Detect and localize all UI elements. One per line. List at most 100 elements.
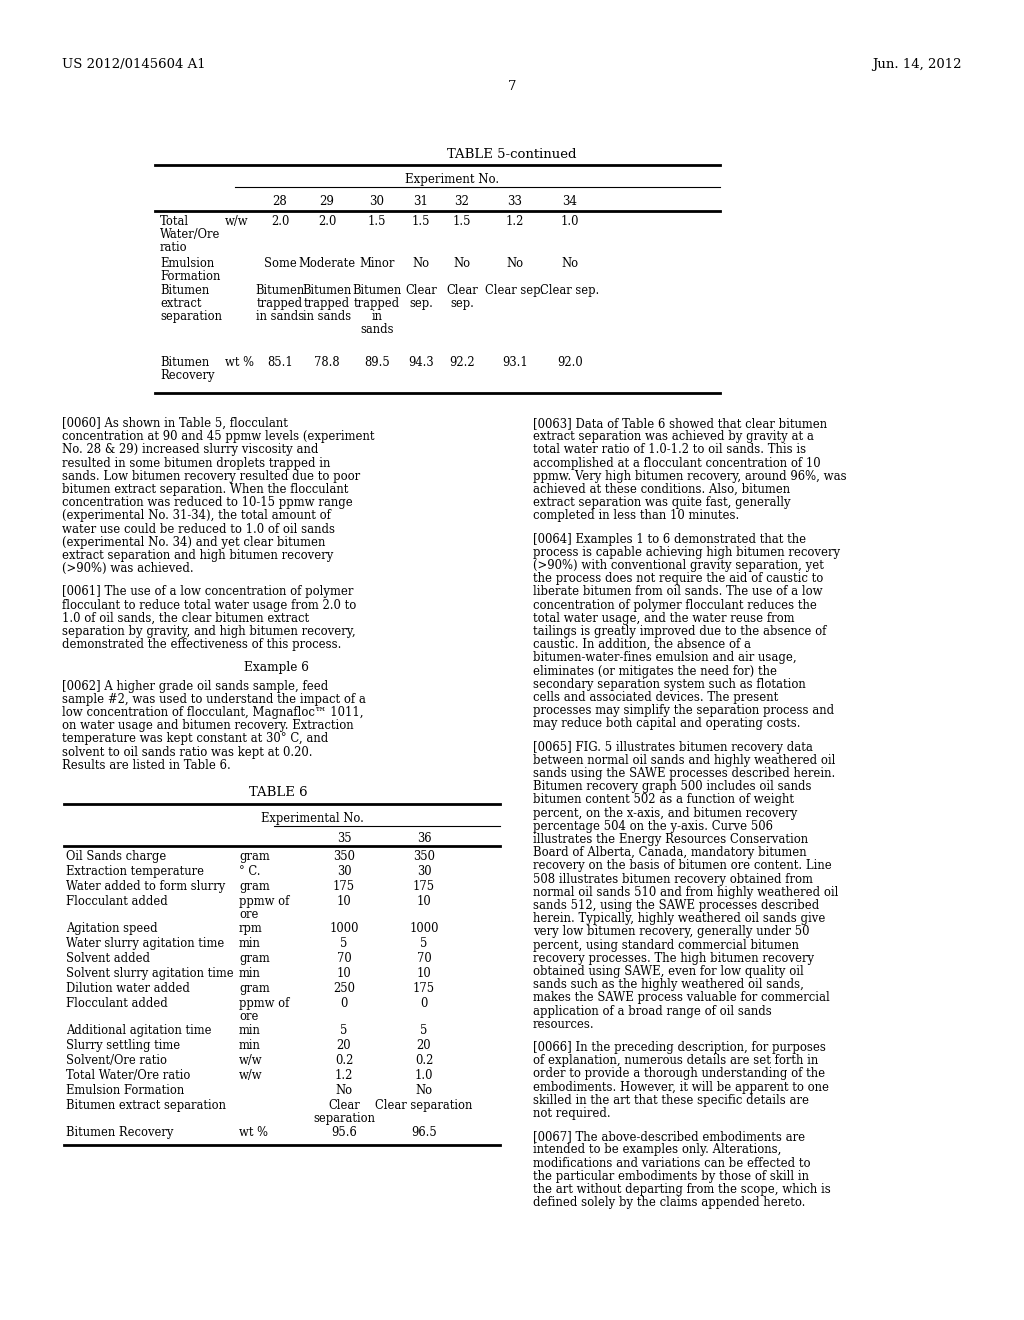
Text: illustrates the Energy Resources Conservation: illustrates the Energy Resources Conserv…: [534, 833, 808, 846]
Text: Bitumen: Bitumen: [255, 284, 304, 297]
Text: solvent to oil sands ratio was kept at 0.20.: solvent to oil sands ratio was kept at 0…: [62, 746, 312, 759]
Text: 89.5: 89.5: [365, 356, 390, 370]
Text: 85.1: 85.1: [267, 356, 293, 370]
Text: order to provide a thorough understanding of the: order to provide a thorough understandin…: [534, 1068, 825, 1080]
Text: 20: 20: [337, 1039, 351, 1052]
Text: 175: 175: [333, 880, 355, 894]
Text: [0063] Data of Table 6 showed that clear bitumen: [0063] Data of Table 6 showed that clear…: [534, 417, 827, 430]
Text: may reduce both capital and operating costs.: may reduce both capital and operating co…: [534, 717, 801, 730]
Text: between normal oil sands and highly weathered oil: between normal oil sands and highly weat…: [534, 754, 836, 767]
Text: No: No: [561, 257, 579, 271]
Text: sands 512, using the SAWE processes described: sands 512, using the SAWE processes desc…: [534, 899, 819, 912]
Text: (>90%) was achieved.: (>90%) was achieved.: [62, 562, 194, 576]
Text: Moderate: Moderate: [298, 257, 355, 271]
Text: 28: 28: [272, 195, 288, 209]
Text: skilled in the art that these specific details are: skilled in the art that these specific d…: [534, 1094, 809, 1106]
Text: in: in: [372, 310, 383, 323]
Text: 95.6: 95.6: [331, 1126, 357, 1139]
Text: 0.2: 0.2: [335, 1053, 353, 1067]
Text: defined solely by the claims appended hereto.: defined solely by the claims appended he…: [534, 1196, 805, 1209]
Text: Additional agitation time: Additional agitation time: [66, 1024, 212, 1038]
Text: [0067] The above-described embodiments are: [0067] The above-described embodiments a…: [534, 1130, 805, 1143]
Text: Solvent/Ore ratio: Solvent/Ore ratio: [66, 1053, 167, 1067]
Text: 92.2: 92.2: [450, 356, 475, 370]
Text: flocculant to reduce total water usage from 2.0 to: flocculant to reduce total water usage f…: [62, 598, 356, 611]
Text: [0065] FIG. 5 illustrates bitumen recovery data: [0065] FIG. 5 illustrates bitumen recove…: [534, 741, 813, 754]
Text: [0064] Examples 1 to 6 demonstrated that the: [0064] Examples 1 to 6 demonstrated that…: [534, 532, 806, 545]
Text: normal oil sands 510 and from highly weathered oil: normal oil sands 510 and from highly wea…: [534, 886, 839, 899]
Text: sep.: sep.: [451, 297, 474, 310]
Text: 5: 5: [340, 937, 348, 950]
Text: w/w: w/w: [239, 1069, 262, 1082]
Text: percent, on the x-axis, and bitumen recovery: percent, on the x-axis, and bitumen reco…: [534, 807, 798, 820]
Text: in sands: in sands: [303, 310, 351, 323]
Text: of explanation, numerous details are set forth in: of explanation, numerous details are set…: [534, 1055, 818, 1067]
Text: embodiments. However, it will be apparent to one: embodiments. However, it will be apparen…: [534, 1081, 829, 1093]
Text: Bitumen Recovery: Bitumen Recovery: [66, 1126, 173, 1139]
Text: (experimental No. 34) and yet clear bitumen: (experimental No. 34) and yet clear bitu…: [62, 536, 326, 549]
Text: sep.: sep.: [409, 297, 433, 310]
Text: Clear sep.: Clear sep.: [541, 284, 600, 297]
Text: ppmw of: ppmw of: [239, 895, 290, 908]
Text: Minor: Minor: [359, 257, 394, 271]
Text: Emulsion: Emulsion: [160, 257, 214, 271]
Text: No. 28 & 29) increased slurry viscosity and: No. 28 & 29) increased slurry viscosity …: [62, 444, 318, 457]
Text: min: min: [239, 937, 261, 950]
Text: 36: 36: [417, 832, 431, 845]
Text: 0: 0: [340, 997, 348, 1010]
Text: application of a broad range of oil sands: application of a broad range of oil sand…: [534, 1005, 772, 1018]
Text: wt %: wt %: [225, 356, 254, 370]
Text: concentration of polymer flocculant reduces the: concentration of polymer flocculant redu…: [534, 598, 817, 611]
Text: 35: 35: [337, 832, 351, 845]
Text: (experimental No. 31-34), the total amount of: (experimental No. 31-34), the total amou…: [62, 510, 331, 523]
Text: US 2012/0145604 A1: US 2012/0145604 A1: [62, 58, 206, 71]
Text: 1.2: 1.2: [335, 1069, 353, 1082]
Text: sands such as the highly weathered oil sands,: sands such as the highly weathered oil s…: [534, 978, 804, 991]
Text: separation: separation: [160, 310, 222, 323]
Text: Solvent slurry agitation time: Solvent slurry agitation time: [66, 968, 233, 979]
Text: Results are listed in Table 6.: Results are listed in Table 6.: [62, 759, 230, 772]
Text: Formation: Formation: [160, 271, 220, 282]
Text: total water ratio of 1.0-1.2 to oil sands. This is: total water ratio of 1.0-1.2 to oil sand…: [534, 444, 806, 457]
Text: Experimental No.: Experimental No.: [260, 812, 364, 825]
Text: resulted in some bitumen droplets trapped in: resulted in some bitumen droplets trappe…: [62, 457, 331, 470]
Text: modifications and variations can be effected to: modifications and variations can be effe…: [534, 1156, 811, 1170]
Text: [0060] As shown in Table 5, flocculant: [0060] As shown in Table 5, flocculant: [62, 417, 288, 430]
Text: 10: 10: [337, 895, 351, 908]
Text: 10: 10: [337, 968, 351, 979]
Text: 0: 0: [420, 997, 428, 1010]
Text: completed in less than 10 minutes.: completed in less than 10 minutes.: [534, 510, 739, 523]
Text: extract separation was achieved by gravity at a: extract separation was achieved by gravi…: [534, 430, 814, 444]
Text: min: min: [239, 1039, 261, 1052]
Text: 350: 350: [413, 850, 435, 863]
Text: Bitumen: Bitumen: [160, 284, 209, 297]
Text: wt %: wt %: [239, 1126, 268, 1139]
Text: eliminates (or mitigates the need for) the: eliminates (or mitigates the need for) t…: [534, 664, 777, 677]
Text: 92.0: 92.0: [557, 356, 583, 370]
Text: Clear: Clear: [446, 284, 478, 297]
Text: sands. Low bitumen recovery resulted due to poor: sands. Low bitumen recovery resulted due…: [62, 470, 360, 483]
Text: trapped: trapped: [354, 297, 400, 310]
Text: Clear: Clear: [406, 284, 437, 297]
Text: Emulsion Formation: Emulsion Formation: [66, 1084, 184, 1097]
Text: Clear: Clear: [328, 1100, 359, 1111]
Text: 250: 250: [333, 982, 355, 995]
Text: gram: gram: [239, 982, 269, 995]
Text: [0061] The use of a low concentration of polymer: [0061] The use of a low concentration of…: [62, 585, 353, 598]
Text: 10: 10: [417, 968, 431, 979]
Text: Some: Some: [263, 257, 296, 271]
Text: Slurry settling time: Slurry settling time: [66, 1039, 180, 1052]
Text: in sands: in sands: [256, 310, 304, 323]
Text: 5: 5: [420, 937, 428, 950]
Text: the particular embodiments by those of skill in: the particular embodiments by those of s…: [534, 1170, 809, 1183]
Text: Total: Total: [160, 215, 189, 228]
Text: 1.5: 1.5: [412, 215, 430, 228]
Text: Clear sep.: Clear sep.: [485, 284, 545, 297]
Text: 1.2: 1.2: [506, 215, 524, 228]
Text: 20: 20: [417, 1039, 431, 1052]
Text: 34: 34: [562, 195, 578, 209]
Text: min: min: [239, 968, 261, 979]
Text: Oil Sands charge: Oil Sands charge: [66, 850, 166, 863]
Text: trapped: trapped: [304, 297, 350, 310]
Text: 7: 7: [508, 81, 516, 92]
